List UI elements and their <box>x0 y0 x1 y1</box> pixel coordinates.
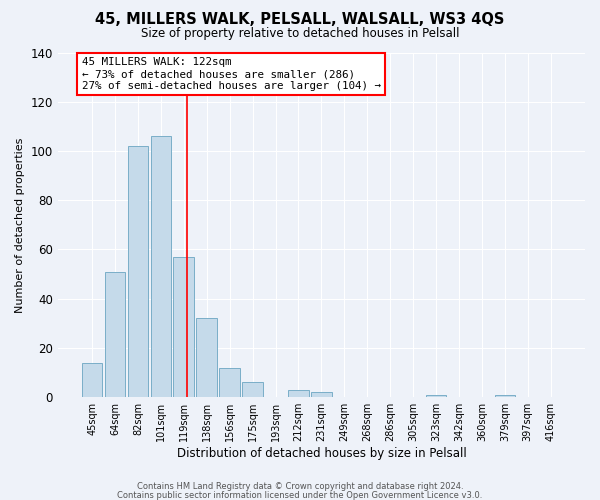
Bar <box>220 368 240 397</box>
X-axis label: Distribution of detached houses by size in Pelsall: Distribution of detached houses by size … <box>176 447 466 460</box>
Text: Contains HM Land Registry data © Crown copyright and database right 2024.: Contains HM Land Registry data © Crown c… <box>137 482 463 491</box>
Text: 45 MILLERS WALK: 122sqm
← 73% of detached houses are smaller (286)
27% of semi-d: 45 MILLERS WALK: 122sqm ← 73% of detache… <box>82 58 381 90</box>
Bar <box>242 382 263 397</box>
Bar <box>151 136 171 397</box>
Text: Size of property relative to detached houses in Pelsall: Size of property relative to detached ho… <box>141 28 459 40</box>
Text: Contains public sector information licensed under the Open Government Licence v3: Contains public sector information licen… <box>118 490 482 500</box>
Text: 45, MILLERS WALK, PELSALL, WALSALL, WS3 4QS: 45, MILLERS WALK, PELSALL, WALSALL, WS3 … <box>95 12 505 28</box>
Bar <box>82 362 103 397</box>
Bar <box>426 394 446 397</box>
Bar <box>311 392 332 397</box>
Bar <box>196 318 217 397</box>
Bar <box>288 390 309 397</box>
Bar <box>104 272 125 397</box>
Y-axis label: Number of detached properties: Number of detached properties <box>15 137 25 312</box>
Bar <box>173 257 194 397</box>
Bar <box>128 146 148 397</box>
Bar <box>494 394 515 397</box>
